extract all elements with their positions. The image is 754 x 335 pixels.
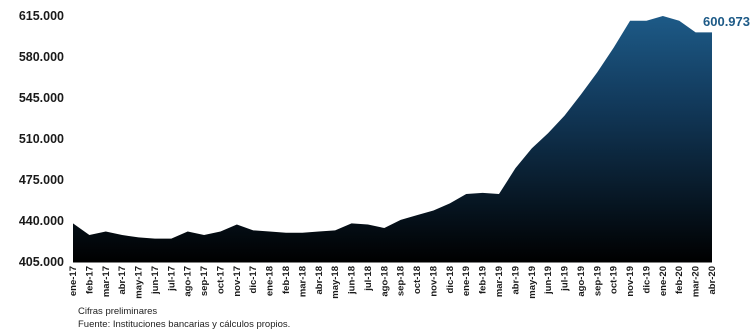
x-tick-label: jul-18 (363, 266, 374, 292)
x-tick-label: feb-19 (478, 266, 489, 294)
end-value-label: 600.973 (703, 14, 750, 29)
preliminary-note: Cifras preliminares (78, 306, 158, 317)
x-tick-label: ene-18 (265, 266, 276, 296)
y-tick-label: 615.000 (19, 9, 64, 23)
x-tick-label: ago-18 (379, 266, 390, 297)
x-tick-label: dic-18 (445, 266, 456, 293)
y-tick-label: 580.000 (19, 50, 64, 64)
series-area (73, 16, 712, 262)
x-tick-label: abr-18 (314, 266, 325, 295)
x-tick-label: feb-18 (281, 266, 292, 294)
x-tick-label: may-17 (134, 266, 145, 299)
x-tick-label: abr-17 (117, 266, 128, 295)
y-tick-label: 405.000 (19, 255, 64, 269)
y-tick-label: 475.000 (19, 173, 64, 187)
x-axis: ene-17 feb-17 mar-17 abr-17 may-17 jun-17 jul-… (68, 266, 718, 299)
source-note: Fuente: Instituciones bancarias y cálcul… (78, 319, 291, 330)
x-tick-label: mar-19 (494, 266, 505, 297)
x-tick-label: jul-19 (560, 266, 571, 292)
x-tick-label: sep-18 (396, 266, 407, 296)
x-tick-label: mar-17 (101, 266, 112, 297)
x-tick-label: mar-18 (297, 266, 308, 297)
x-tick-label: may-19 (527, 266, 538, 299)
x-tick-label: feb-17 (84, 266, 95, 294)
y-tick-label: 510.000 (19, 132, 64, 146)
x-tick-label: ene-19 (461, 266, 472, 296)
x-tick-label: dic-17 (248, 266, 259, 293)
x-tick-label: dic-19 (641, 266, 652, 293)
x-tick-label: oct-17 (215, 266, 226, 294)
y-tick-label: 440.000 (19, 214, 64, 228)
x-tick-label: ene-17 (68, 266, 79, 296)
x-tick-label: jun-19 (543, 266, 554, 295)
x-tick-label: oct-18 (412, 266, 423, 294)
x-tick-label: ago-19 (576, 266, 587, 297)
y-tick-label: 545.000 (19, 91, 64, 105)
y-axis: 405.000 440.000 475.000 510.000 545.000 580.0… (19, 9, 64, 269)
x-tick-label: abr-19 (510, 266, 521, 295)
x-tick-label: jun-18 (347, 266, 358, 295)
x-tick-label: abr-20 (707, 266, 718, 295)
x-tick-label: oct-19 (609, 266, 620, 294)
x-tick-label: jul-17 (166, 266, 177, 292)
x-tick-label: nov-18 (428, 266, 439, 297)
x-tick-label: sep-19 (592, 266, 603, 296)
x-tick-label: ene-20 (658, 266, 669, 296)
x-tick-label: sep-17 (199, 266, 210, 296)
x-tick-label: nov-17 (232, 266, 243, 297)
x-tick-label: may-18 (330, 266, 341, 299)
x-tick-label: feb-20 (674, 266, 685, 294)
x-tick-label: ago-17 (183, 266, 194, 297)
x-tick-label: jun-17 (150, 266, 161, 295)
x-tick-label: mar-20 (691, 266, 702, 297)
x-tick-label: nov-19 (625, 266, 636, 297)
